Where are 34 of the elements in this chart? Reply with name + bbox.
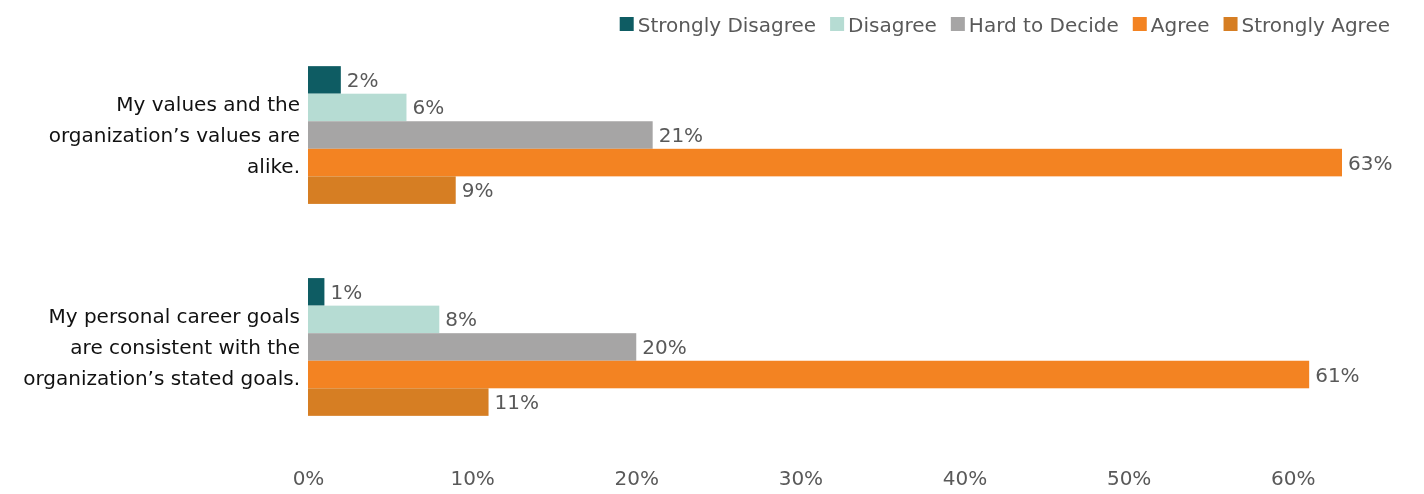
x-tick-label: 10% xyxy=(450,466,495,491)
bar xyxy=(308,305,440,334)
data-label: 61% xyxy=(1315,362,1360,387)
data-label: 11% xyxy=(494,390,539,415)
y-tick-label: My personal career goals are consistent with the organization’s stated goals. xyxy=(23,303,300,390)
data-label: 2% xyxy=(346,67,379,92)
data-label: 20% xyxy=(642,334,687,359)
legend-label: Disagree xyxy=(848,13,937,37)
x-tick-label: 40% xyxy=(942,466,988,491)
x-tick-label: 30% xyxy=(778,466,824,491)
data-label: 63% xyxy=(1348,150,1393,175)
legend-label: Strongly Disagree xyxy=(637,13,817,37)
x-tick-label: 60% xyxy=(1271,466,1316,491)
x-tick-label: 20% xyxy=(614,466,659,491)
bar xyxy=(308,388,489,416)
legend-label: Strongly Agree xyxy=(1241,13,1390,37)
bar xyxy=(308,121,653,149)
data-label: 21% xyxy=(658,123,704,148)
bar xyxy=(308,360,1310,389)
data-label: 1% xyxy=(330,279,363,304)
bar xyxy=(308,176,456,204)
legend-label: Hard to Decide xyxy=(968,13,1119,37)
bar xyxy=(308,148,1342,177)
bar xyxy=(308,93,407,122)
x-tick-label: 50% xyxy=(1106,466,1152,491)
legend-label: Agree xyxy=(1150,13,1210,37)
bar xyxy=(308,278,325,306)
bar xyxy=(308,333,637,361)
bar xyxy=(308,66,341,94)
y-tick-label: My values and the organization’s values are alike. xyxy=(48,92,300,179)
data-label: 6% xyxy=(412,95,445,120)
data-label: 9% xyxy=(461,178,494,203)
data-label: 8% xyxy=(445,307,478,332)
x-tick-label: 0% xyxy=(292,466,325,491)
